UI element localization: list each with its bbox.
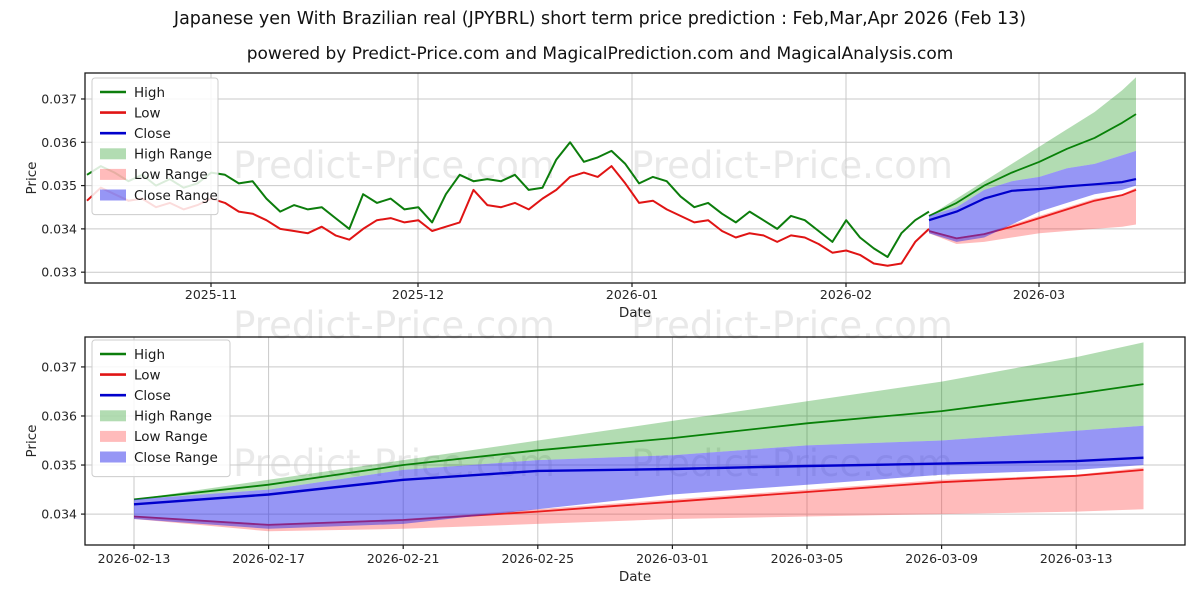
y-tick-label: 0.034	[41, 507, 77, 522]
x-tick-label: 2025-11	[185, 287, 237, 302]
x-axis-title: Date	[619, 569, 651, 585]
legend-label: Low Range	[134, 167, 208, 183]
forecast-close-line	[133, 456, 1144, 506]
legend-swatch-low-range	[100, 168, 126, 180]
forecast-zoom-chart: 0.034 0.035 0.036 0.037 2026-02-13 2026-02-17…	[24, 336, 1186, 585]
forecast-close-line	[928, 178, 1137, 222]
legend-swatch-high-range	[100, 410, 126, 422]
forecast-high-line	[928, 113, 1137, 217]
x-axis-title: Date	[619, 305, 651, 321]
forecast-series	[133, 342, 1144, 532]
forecast-series	[928, 77, 1137, 244]
y-tick-label: 0.035	[41, 458, 77, 473]
x-tick-label: 2025-12	[392, 287, 444, 302]
y-tick-label: 0.037	[41, 359, 77, 374]
chart-subtitle: powered by Predict-Price.com and Magical…	[246, 44, 954, 64]
y-tick-label: 0.033	[41, 265, 77, 280]
x-tick-label: 2026-02-21	[367, 551, 440, 566]
legend-label: Close Range	[134, 188, 218, 204]
legend-label: Low Range	[134, 429, 208, 445]
history-high-line	[86, 141, 930, 258]
x-tick-label: 2026-03-13	[1040, 551, 1113, 566]
y-tick-label: 0.036	[41, 408, 77, 423]
y-tick-label: 0.034	[41, 221, 77, 236]
x-tick-label: 2026-02-13	[98, 551, 171, 566]
x-tick-label: 2026-03-09	[905, 551, 978, 566]
y-tick-label: 0.036	[41, 135, 77, 150]
high-range-band	[929, 77, 1136, 216]
plot-border	[84, 336, 1186, 546]
plot-border	[84, 72, 1186, 284]
legend-label: Low	[134, 105, 161, 121]
legend-label: Low	[134, 367, 161, 383]
legend-label: High	[134, 85, 165, 101]
y-axis-title: Price	[24, 162, 40, 195]
svg-text:Predict-Price.com: Predict-Price.com	[631, 144, 953, 187]
x-tick-label: 2026-03-05	[771, 551, 844, 566]
legend-label: Close Range	[134, 450, 218, 466]
legend-label: High Range	[134, 147, 212, 163]
history-chart: 0.033 0.034 0.035 0.036 0.037 2025-11 2025-12 2…	[24, 72, 1186, 321]
chart-title: Japanese yen With Brazilian real (JPYBRL…	[173, 9, 1027, 29]
legend-label: High Range	[134, 409, 212, 425]
watermark: Predict-Price.com Predict-Price.com Predic…	[233, 144, 953, 485]
svg-text:Predict-Price.com: Predict-Price.com	[631, 304, 953, 347]
x-tick-label: 2026-02-17	[232, 551, 305, 566]
x-tick-label: 2026-01	[606, 287, 658, 302]
x-tick-label: 2026-02	[820, 287, 872, 302]
svg-text:Predict-Price.com: Predict-Price.com	[233, 144, 555, 187]
forecast-high-line	[133, 383, 1144, 501]
axis-labels: 0.033 0.034 0.035 0.036 0.037 2025-11 2025-12 2…	[24, 91, 1065, 321]
history-low-line	[86, 165, 930, 267]
legend-swatch-high-range	[100, 148, 126, 160]
x-tick-label: 2026-03-01	[636, 551, 709, 566]
legend-swatch-low-range	[100, 430, 126, 442]
y-axis-title: Price	[24, 425, 40, 458]
legend-label: Close	[134, 126, 171, 142]
close-range-band	[134, 425, 1144, 529]
legend-label: Close	[134, 388, 171, 404]
axis-labels: 0.034 0.035 0.036 0.037 2026-02-13 2026-02-17…	[24, 359, 1113, 585]
legend: High Low Close High Range Low Range Close Ran…	[91, 77, 219, 216]
legend: High Low Close High Range Low Range Close Ran…	[91, 339, 231, 478]
legend-swatch-close-range	[100, 451, 126, 463]
high-range-band	[134, 342, 1144, 500]
y-tick-label: 0.035	[41, 178, 77, 193]
svg-text:Predict-Price.com: Predict-Price.com	[233, 304, 555, 347]
x-tick-label: 2026-03	[1013, 287, 1065, 302]
x-tick-label: 2026-02-25	[501, 551, 574, 566]
y-tick-label: 0.037	[41, 91, 77, 106]
legend-swatch-close-range	[100, 189, 126, 201]
legend-label: High	[134, 347, 165, 363]
close-range-band	[929, 150, 1136, 242]
